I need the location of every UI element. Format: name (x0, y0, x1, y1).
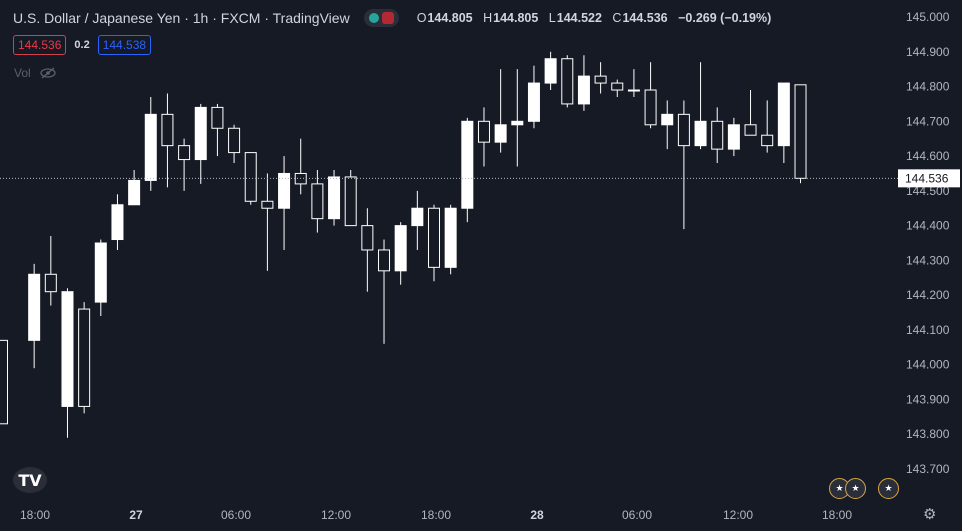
candle-body (744, 124, 757, 136)
us-flag-icon[interactable]: ★ (845, 478, 866, 499)
candle-body (627, 89, 640, 92)
candle-body (78, 308, 91, 407)
candle-body (794, 84, 807, 179)
candle-body (211, 106, 224, 129)
y-tick-label: 144.300 (906, 253, 950, 267)
candle-body (94, 242, 107, 303)
candle-body (494, 124, 507, 143)
candle-body (644, 89, 657, 126)
change-value: −0.269 (−0.19%) (678, 11, 772, 25)
y-tick-label: 144.500 (906, 184, 950, 198)
y-tick-label: 144.200 (906, 288, 950, 302)
eye-crossed-icon[interactable] (39, 67, 57, 79)
high-value: 144.805 (493, 11, 539, 25)
us-flag-icon[interactable]: ★ (878, 478, 899, 499)
open-label: O (416, 11, 427, 25)
ohlc-values: O144.805 H144.805 L144.522 C144.536 −0.2… (417, 11, 772, 25)
x-tick-label: 27 (129, 508, 143, 522)
y-tick-label: 144.400 (906, 219, 950, 233)
candle-body (0, 339, 8, 425)
x-tick-label: 06:00 (622, 508, 652, 522)
candle-body (311, 183, 324, 220)
candle-body (361, 225, 374, 251)
trade-buttons: 144.536 0.2 144.538 (13, 35, 152, 55)
event-icon (381, 12, 394, 24)
candle-body (711, 120, 724, 150)
y-tick-label: 143.700 (906, 462, 950, 476)
x-tick-label: 18:00 (822, 508, 852, 522)
market-status-pill[interactable] (363, 9, 399, 27)
candle-body (677, 113, 690, 147)
candle-body (144, 113, 157, 181)
gear-icon[interactable]: ⚙ (923, 506, 937, 523)
buy-button[interactable]: 144.538 (97, 35, 152, 55)
candle-body (477, 120, 490, 143)
x-tick-label: 18:00 (421, 508, 451, 522)
y-tick-label: 144.600 (906, 149, 950, 163)
candle-body (244, 152, 257, 202)
low-label: L (548, 11, 556, 25)
candle-body (44, 273, 57, 293)
candle-body (278, 172, 291, 209)
volume-indicator[interactable]: Vol (14, 66, 57, 80)
candle-body (577, 75, 590, 105)
close-value: 144.536 (622, 11, 668, 25)
sell-button[interactable]: 144.536 (13, 35, 67, 55)
candle-body (561, 58, 574, 105)
candle-body (328, 176, 341, 220)
candle-body (511, 120, 524, 126)
candle-body (527, 82, 540, 122)
current-price-tag (898, 169, 960, 188)
y-tick-label: 144.000 (906, 358, 950, 372)
y-tick-label: 144.100 (906, 323, 950, 337)
y-tick-label: 145.000 (906, 10, 950, 24)
open-value: 144.805 (427, 11, 473, 25)
y-tick-label: 144.700 (906, 114, 950, 128)
candle-body (544, 58, 557, 84)
candle-body (261, 200, 274, 209)
low-value: 144.522 (556, 11, 602, 25)
candle-body (378, 249, 391, 272)
candle-body (128, 179, 141, 206)
candle-body (444, 207, 457, 268)
candle-body (727, 124, 740, 150)
candle-body (61, 291, 74, 407)
candle-body (28, 273, 41, 341)
candle-body (344, 176, 357, 227)
y-tick-label: 144.800 (906, 80, 950, 94)
x-tick-label: 12:00 (723, 508, 753, 522)
candle-body (228, 127, 241, 154)
candle-body (611, 82, 624, 91)
candle-body (694, 120, 707, 147)
x-tick-label: 06:00 (221, 508, 251, 522)
candle-body (411, 207, 424, 227)
spread-value: 0.2 (74, 39, 90, 51)
candle-body (194, 106, 207, 161)
y-tick-label: 143.900 (906, 392, 950, 406)
x-tick-label: 18:00 (20, 508, 50, 522)
candle-body (461, 120, 474, 209)
candle-body (178, 145, 191, 161)
candle-body (394, 225, 407, 272)
candle-body (761, 134, 774, 147)
close-label: C (612, 11, 622, 25)
high-label: H (483, 11, 493, 25)
y-tick-label: 144.900 (906, 45, 950, 59)
symbol-legend: U.S. Dollar / Japanese Yen · 1h · FXCM ·… (13, 9, 771, 27)
candle-body (161, 113, 174, 147)
candle-body (111, 204, 124, 241)
candle-body (777, 82, 790, 147)
current-price-label: 144.536 (905, 171, 949, 185)
symbol-title[interactable]: U.S. Dollar / Japanese Yen · 1h · FXCM ·… (13, 10, 350, 26)
x-tick-label: 28 (530, 508, 544, 522)
market-open-dot-icon (368, 13, 379, 23)
candle-body (594, 75, 607, 84)
candle-body (428, 207, 440, 268)
x-tick-label: 12:00 (321, 508, 351, 522)
volume-label: Vol (14, 66, 31, 80)
candle-body (661, 113, 674, 126)
tradingview-logo-icon[interactable]: TV (13, 467, 47, 493)
y-tick-label: 143.800 (906, 427, 950, 441)
